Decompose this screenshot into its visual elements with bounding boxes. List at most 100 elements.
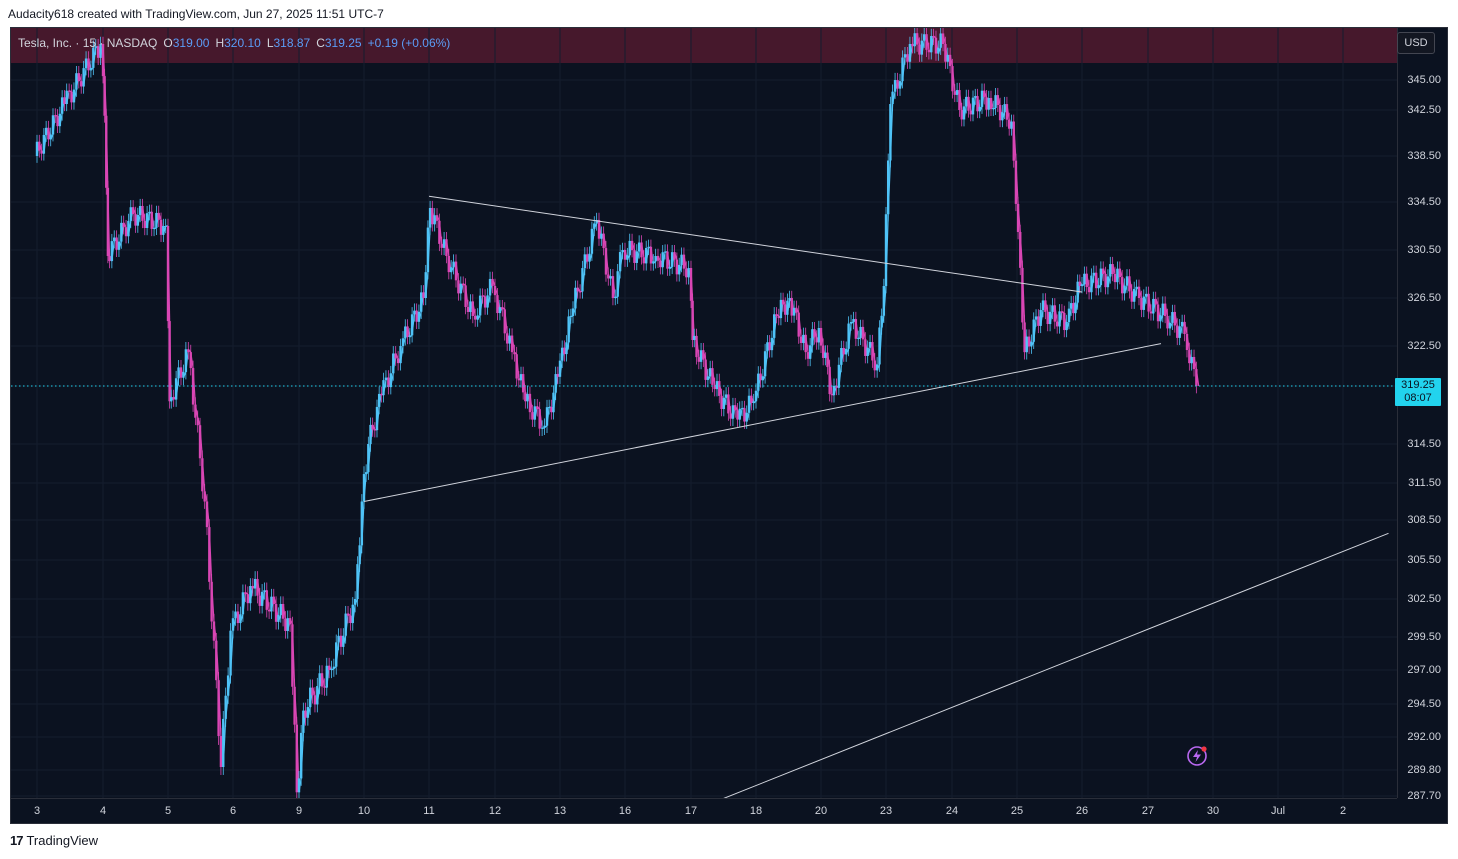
candle-body (496, 295, 499, 314)
candle-body (642, 257, 646, 264)
candle-body (219, 736, 223, 767)
candle-body (60, 97, 64, 114)
candle-body (1097, 285, 1100, 289)
price-segment (73, 89, 77, 103)
candle-body (597, 220, 601, 239)
candle-body (547, 407, 551, 409)
candle-body (1152, 298, 1155, 314)
candle-body (335, 642, 338, 667)
plot-area[interactable]: Tesla, Inc. · 15 · NASDAQ O 319.00 H 320… (11, 28, 1397, 798)
candle-body (842, 348, 845, 355)
candle-body (711, 368, 714, 385)
candle-body (930, 36, 933, 53)
lightning-icon[interactable] (1185, 744, 1209, 768)
candle-body (442, 239, 446, 248)
candle-body (682, 254, 686, 269)
price-tick-label: 302.50 (1407, 593, 1441, 605)
candle-body (501, 307, 504, 310)
price-tick-label: 287.70 (1407, 790, 1441, 802)
candle-body (747, 395, 751, 413)
price-segment (90, 67, 94, 71)
candle-body (824, 352, 827, 358)
candle-body (878, 327, 881, 365)
price-chart[interactable] (11, 28, 1397, 798)
tradingview-logo[interactable]: 17 TradingView (10, 833, 98, 848)
candle-body (1168, 322, 1172, 329)
price-segment (105, 115, 109, 188)
candle-body (508, 335, 511, 344)
candle-body (868, 342, 872, 348)
candle-body (1109, 264, 1112, 277)
price-segment (887, 160, 891, 215)
candle-body (80, 81, 83, 87)
candle-body (821, 345, 825, 358)
candle-body (790, 298, 793, 316)
time-tick-label: 3 (33, 805, 41, 817)
candle-body (1180, 321, 1184, 327)
currency-button[interactable]: USD (1397, 32, 1435, 54)
bar-countdown: 08:07 (1404, 392, 1432, 404)
candle-body (274, 604, 278, 622)
trendline-1 (363, 343, 1162, 502)
candle-body (491, 278, 494, 286)
candle-body (695, 335, 698, 358)
candle-body (164, 226, 167, 227)
price-tick-label: 334.50 (1407, 196, 1441, 208)
candle-body (565, 342, 568, 355)
candle-body (515, 354, 518, 379)
candle-body (550, 407, 553, 413)
time-axis[interactable]: 3 4 5 6 9 10 11 12 13 16 17 18 20 23 24 25 26 27 30 Jul 2 (11, 798, 1397, 823)
candle-body (1161, 303, 1164, 316)
candle-body (174, 378, 178, 400)
candle-body (680, 254, 683, 266)
candle-body (1001, 112, 1004, 121)
candle-body (503, 309, 506, 334)
candle-body (105, 115, 108, 188)
candle-body (1106, 276, 1110, 288)
candle-body (349, 615, 352, 624)
candle-body (309, 687, 312, 708)
candle-body (835, 385, 838, 388)
candle-body (708, 368, 712, 377)
candle-body (320, 673, 324, 687)
candle-body (974, 96, 977, 98)
candle-body (351, 604, 354, 624)
candle-body (985, 97, 988, 110)
candle-body (339, 635, 343, 647)
price-segment (838, 364, 842, 388)
price-segment (1183, 321, 1188, 335)
price-segment (395, 353, 399, 359)
candle-body (713, 384, 716, 390)
price-axis[interactable]: 345.00 342.50 338.50 334.50 330.50 326.50 322.… (1397, 28, 1447, 802)
candle-body (77, 73, 80, 82)
candle-body (42, 134, 46, 154)
candle-body (313, 695, 317, 705)
candle-body (191, 368, 195, 405)
candle-body (628, 240, 631, 256)
candle-body (241, 592, 245, 615)
candle-body (1051, 305, 1054, 312)
candle-body (38, 141, 41, 151)
candle-body (898, 81, 902, 89)
candle-body (35, 141, 39, 156)
candle-body (889, 104, 892, 161)
legend-symbol[interactable]: Tesla, Inc. · 15 · NASDAQ (18, 36, 158, 50)
candle-body (478, 295, 482, 316)
candle-body (222, 718, 225, 767)
candle-body (212, 621, 216, 641)
candle-body (297, 778, 301, 793)
candle-body (1171, 311, 1174, 323)
candle-body (51, 115, 55, 135)
candle-body (813, 329, 816, 338)
price-segment (107, 187, 111, 257)
candle-body (1076, 281, 1079, 303)
candle-body (934, 37, 938, 54)
chart-frame[interactable]: Tesla, Inc. · 15 · NASDAQ O 319.00 H 320… (10, 27, 1448, 824)
candle-body (976, 96, 979, 112)
candle-body (891, 91, 894, 104)
candle-body (766, 342, 769, 352)
candle-body (978, 106, 981, 112)
candle-body (454, 261, 458, 281)
candle-body (937, 47, 940, 54)
candle-body (666, 251, 669, 269)
